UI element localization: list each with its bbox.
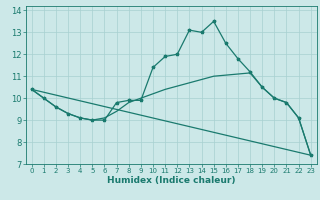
X-axis label: Humidex (Indice chaleur): Humidex (Indice chaleur) bbox=[107, 176, 236, 185]
